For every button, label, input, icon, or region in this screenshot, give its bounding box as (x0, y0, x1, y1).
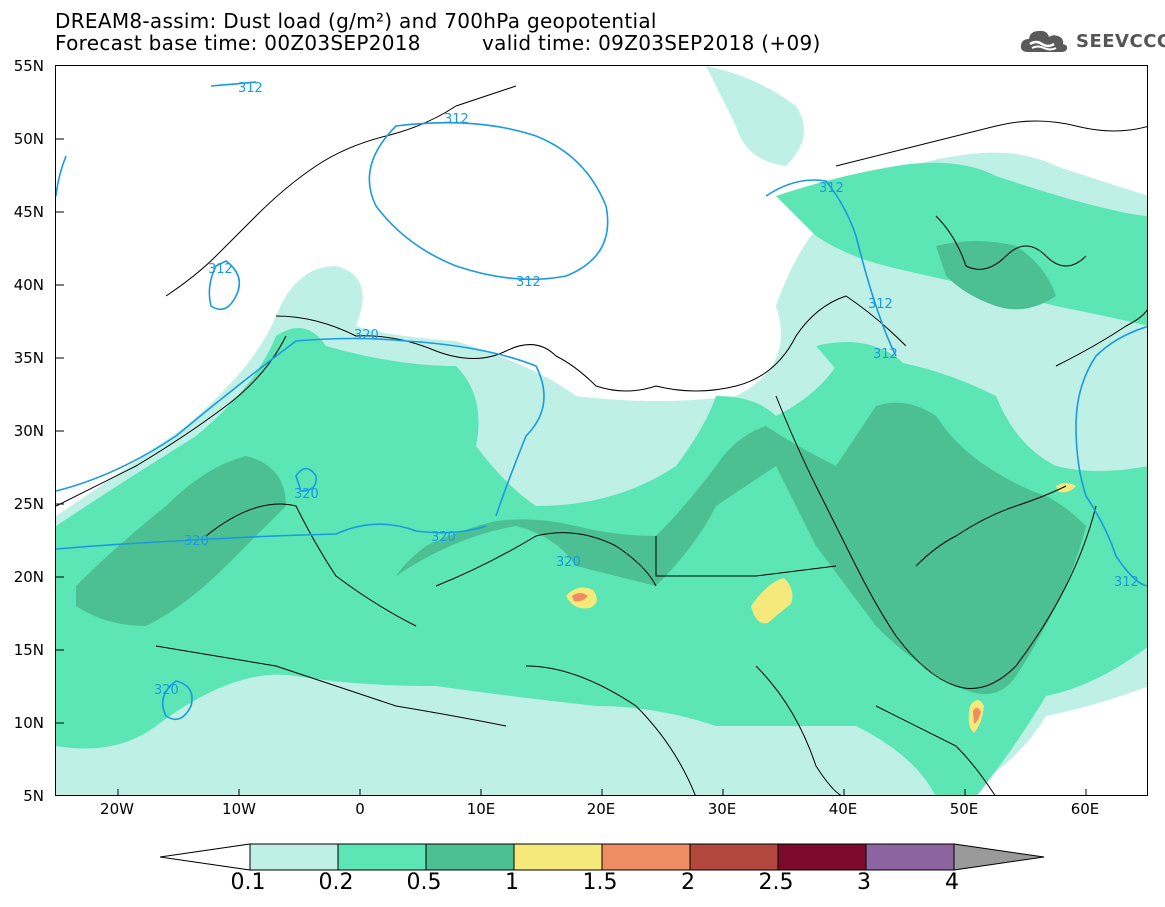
contour-label: 312 (516, 275, 541, 290)
cloud-logo-icon (1020, 30, 1068, 52)
lat-label: 20N (13, 568, 44, 586)
lat-label: 40N (13, 276, 44, 294)
contour-label: 320 (184, 534, 209, 549)
contour-label: 320 (294, 487, 319, 502)
colorbar-segment (689, 843, 779, 871)
colorbar-low-arrow (160, 843, 251, 871)
colorbar-label: 0.5 (406, 870, 442, 895)
colorbar-label: 2.5 (758, 870, 794, 895)
colorbar-segment (337, 843, 427, 871)
lon-label: 10W (222, 800, 256, 818)
lat-label: 25N (13, 495, 44, 513)
lon-label: 10E (466, 800, 496, 818)
colorbar-segment (601, 843, 691, 871)
lon-label: 30E (707, 800, 737, 818)
geopotential-contours (56, 81, 1147, 721)
dust-region-orange (572, 593, 588, 602)
colorbar-label: 0.1 (230, 870, 266, 895)
colorbar-label: 4 (945, 870, 959, 895)
lat-label: 35N (13, 349, 44, 367)
contour-label: 312 (1114, 575, 1139, 590)
contour-label: 312 (819, 181, 844, 196)
valid-time: valid time: 09Z03SEP2018 (+09) (482, 31, 821, 55)
lon-label: 40E (828, 800, 858, 818)
lat-label: 30N (13, 422, 44, 440)
coastlines (56, 85, 1147, 795)
lat-label: 50N (13, 130, 44, 148)
colorbar-segment (513, 843, 603, 871)
contour-label: 312 (208, 262, 233, 277)
dust-region-yellow (751, 578, 793, 624)
contour-label: 312 (444, 112, 469, 127)
lon-label: 60E (1070, 800, 1100, 818)
dust-map: 312 312 312 312 312 312 312 320 320 320 … (56, 66, 1147, 795)
colorbar-segment (425, 843, 515, 871)
contour-label: 320 (354, 328, 379, 343)
colorbar (160, 843, 1045, 871)
dust-region-dense (396, 402, 1086, 694)
lon-label: 20E (586, 800, 616, 818)
logo-text: SEEVCCC (1076, 30, 1165, 52)
lat-label: 55N (13, 57, 44, 75)
colorbar-label: 1 (505, 870, 519, 895)
colorbar-high-arrow (953, 843, 1045, 871)
contour-label: 312 (873, 347, 898, 362)
colorbar-label: 0.2 (318, 870, 354, 895)
colorbar-segment (249, 843, 339, 871)
colorbar-label: 3 (857, 870, 871, 895)
lat-label: 10N (13, 714, 44, 732)
dust-region-orange (973, 707, 981, 724)
lat-label: 15N (13, 641, 44, 659)
lat-label: 45N (13, 203, 44, 221)
lat-label: 5N (23, 787, 44, 805)
colorbar-segment (865, 843, 955, 871)
colorbar-segment (777, 843, 867, 871)
chart-title: DREAM8-assim: Dust load (g/m²) and 700hP… (55, 9, 657, 33)
lon-label: 0 (355, 800, 365, 818)
dust-region-medium (816, 342, 909, 390)
dust-region-light (706, 66, 804, 166)
contour-label: 312 (868, 297, 893, 312)
colorbar-label: 2 (681, 870, 695, 895)
contour-label: 312 (238, 81, 263, 96)
lat-ticks (56, 138, 64, 724)
chart-header: DREAM8-assim: Dust load (g/m²) and 700hP… (55, 9, 820, 55)
base-time: Forecast base time: 00Z03SEP2018 (55, 31, 421, 55)
contour-label: 320 (431, 530, 456, 545)
colorbar-label: 1.5 (582, 870, 618, 895)
lon-ticks (117, 789, 1087, 795)
dust-region-yellow (1056, 483, 1076, 493)
lon-label: 50E (949, 800, 979, 818)
map-panel: 312 312 312 312 312 312 312 320 320 320 … (55, 65, 1148, 796)
lon-label: 20W (100, 800, 134, 818)
contour-label: 320 (556, 555, 581, 570)
contour-label: 320 (154, 683, 179, 698)
dust-region-dense (936, 241, 1056, 310)
seevccc-logo: SEEVCCC (1018, 24, 1165, 58)
